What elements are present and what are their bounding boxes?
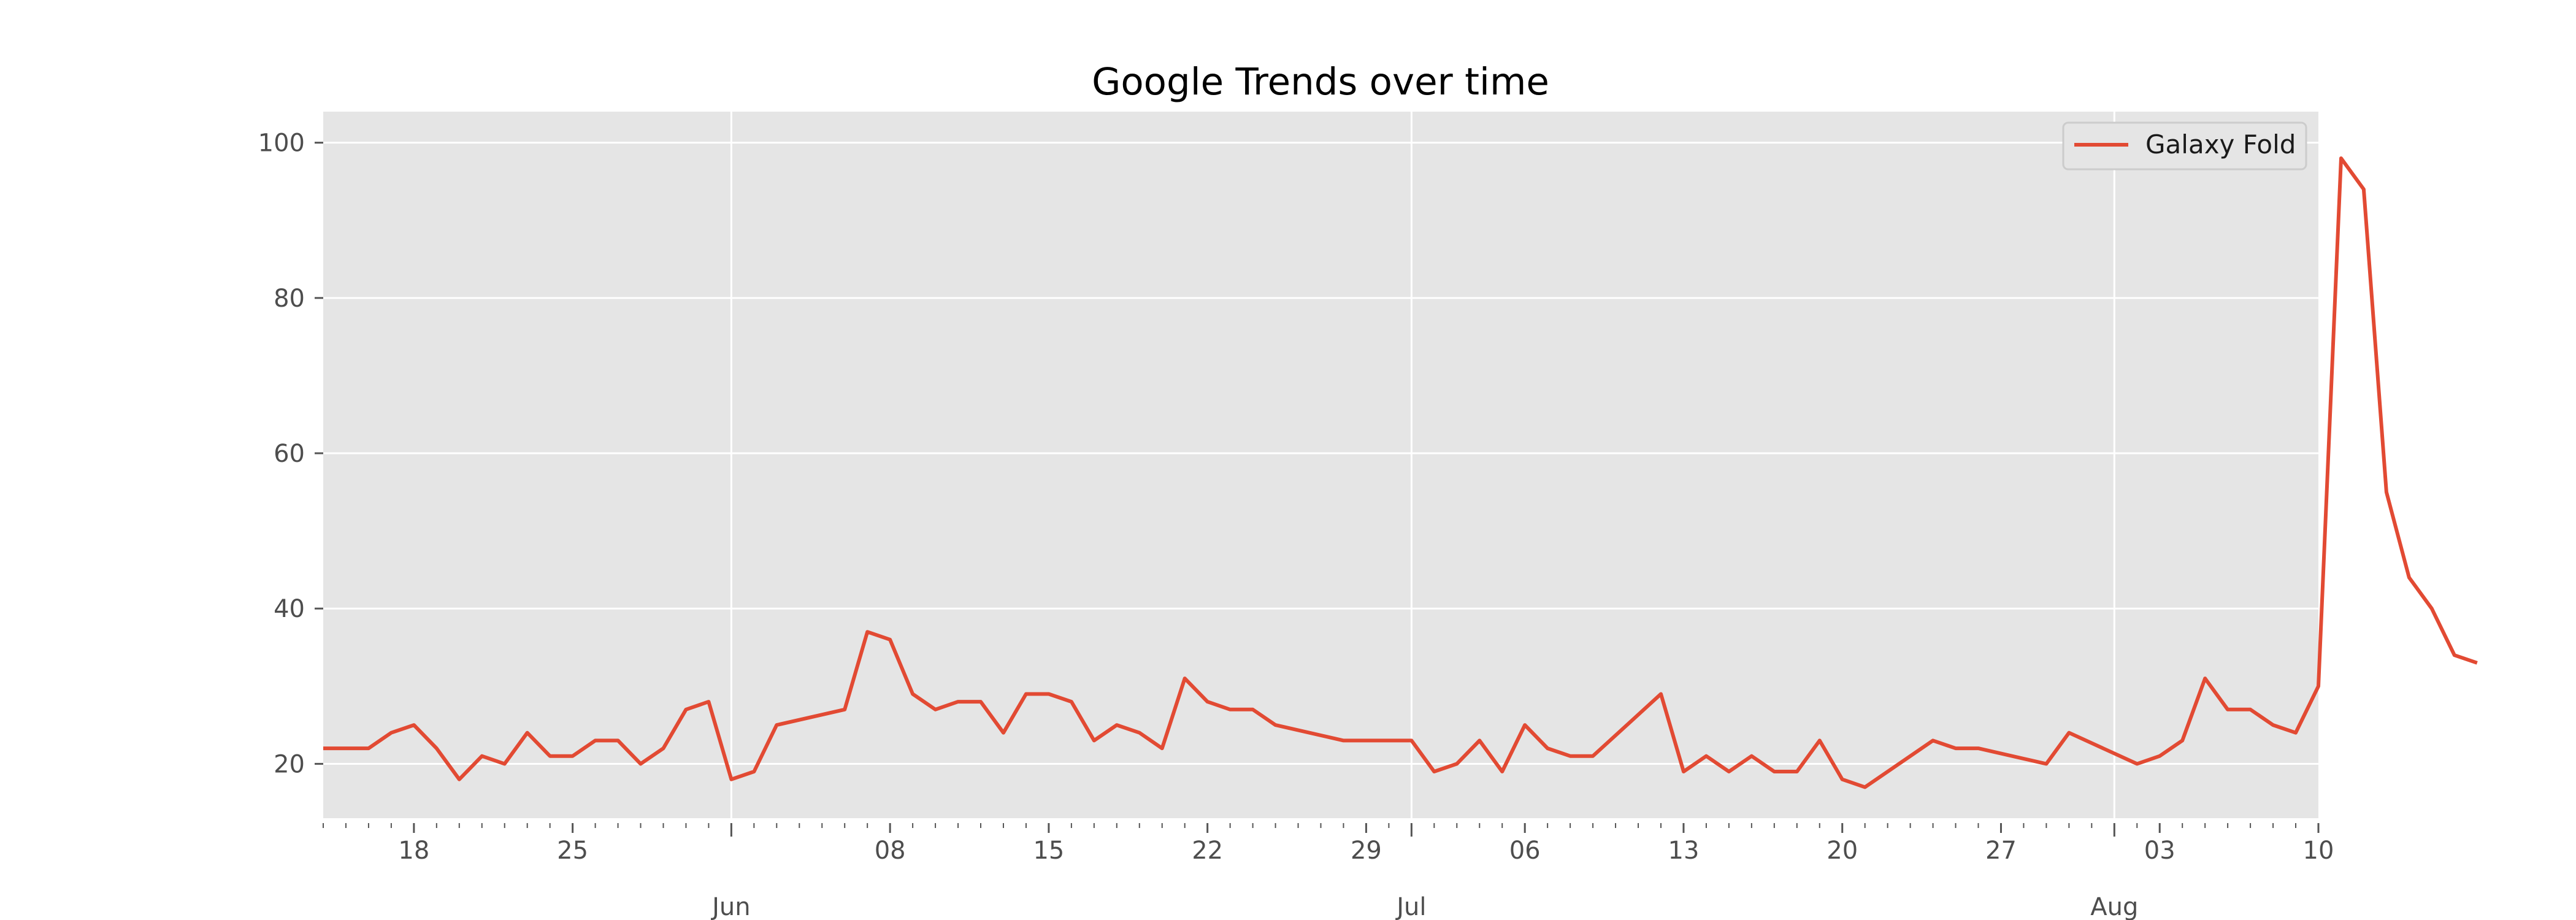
x-axis: 18 25 08 15 22 29 06 13 20 27 03 10 Jun Jul Aug (323, 823, 2334, 920)
legend-box (2062, 121, 2307, 171)
x-tick-label-2020-08-03: 03 (2144, 837, 2175, 865)
y-axis: 20 40 60 80 100 (258, 129, 323, 778)
x-tick-label-2020-06-08: 08 (875, 837, 906, 865)
x-tick-label-2020-06-29: 29 (1351, 837, 1382, 865)
y-tick-label-60: 60 (274, 440, 305, 468)
x-major-label-jul: Jul (1395, 893, 1426, 920)
x-tick-label-2020-08-10: 10 (2303, 837, 2334, 865)
x-tick-label-2020-07-13: 13 (1668, 837, 1700, 865)
x-tick-label-2020-07-06: 06 (1509, 837, 1541, 865)
series-line-galaxy-fold (323, 156, 2478, 789)
x-major-label-aug: Aug (2090, 893, 2138, 920)
gridlines (323, 112, 2318, 818)
x-tick-label-2020-06-22: 22 (1192, 837, 1223, 865)
series-layer (323, 156, 2478, 789)
x-tick-label-2020-05-25: 25 (557, 837, 588, 865)
x-tick-label-2020-07-20: 20 (1827, 837, 1858, 865)
x-tick-label-2020-06-15: 15 (1033, 837, 1064, 865)
legend: Galaxy Fold (2062, 121, 2307, 171)
y-tick-label-40: 40 (274, 595, 305, 623)
x-tick-label-2020-05-18: 18 (398, 837, 429, 865)
y-tick-label-80: 80 (274, 285, 305, 313)
x-major-label-jun: Jun (710, 893, 751, 920)
legend-label-galaxy-fold: Galaxy Fold (2145, 129, 2296, 159)
plot-area (323, 112, 2318, 818)
chart-title: Google Trends over time (1092, 60, 1549, 104)
x-tick-label-2020-07-27: 27 (1985, 837, 2017, 865)
y-tick-label-20: 20 (274, 750, 305, 778)
y-tick-label-100: 100 (258, 129, 305, 158)
